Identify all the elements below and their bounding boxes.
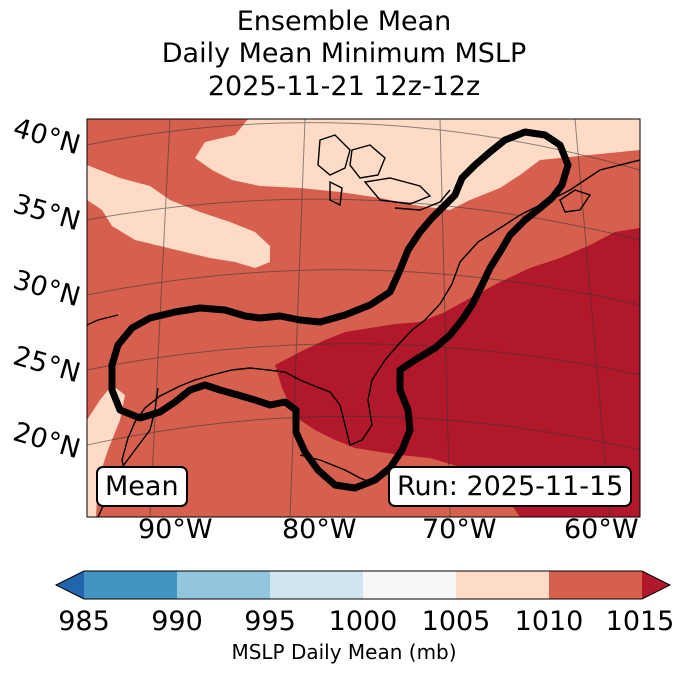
lon-label-80: 80°W — [282, 514, 357, 545]
lon-label-90: 90°W — [138, 514, 213, 545]
run-date-box: Run: 2025-11-15 — [388, 466, 633, 507]
cbar-tick-1015: 1015 — [605, 606, 675, 637]
cbar-bin-1000-1005 — [363, 571, 456, 599]
cbar-tick-995: 995 — [244, 606, 296, 637]
title-line-2: Daily Mean Minimum MSLP — [161, 38, 527, 69]
cbar-tick-990: 990 — [151, 606, 203, 637]
lon-label-70: 70°W — [422, 514, 497, 545]
colorbar — [54, 570, 672, 600]
colorbar-label: MSLP Daily Mean (mb) — [231, 640, 457, 664]
cbar-tick-1000: 1000 — [328, 606, 398, 637]
lon-label-60: 60°W — [564, 514, 639, 545]
cbar-extend-high — [642, 571, 670, 599]
title-line-3: 2025-11-21 12z-12z — [207, 71, 481, 102]
field-above-1015 — [275, 228, 640, 517]
cbar-bin-1010-1015 — [549, 571, 642, 599]
cbar-bin-995-1000 — [270, 571, 363, 599]
mean-label-box: Mean — [96, 466, 188, 507]
cbar-bin-985-990 — [84, 571, 177, 599]
cbar-bin-1005-1010 — [456, 571, 549, 599]
field-1005-1010-west — [87, 165, 270, 268]
cbar-bin-990-995 — [177, 571, 270, 599]
title-line-1: Ensemble Mean — [236, 6, 452, 37]
cbar-tick-1010: 1010 — [514, 606, 584, 637]
contour-1015 — [108, 128, 572, 492]
cbar-extend-low — [56, 571, 84, 599]
cbar-tick-1005: 1005 — [421, 606, 491, 637]
cbar-tick-985: 985 — [58, 606, 110, 637]
